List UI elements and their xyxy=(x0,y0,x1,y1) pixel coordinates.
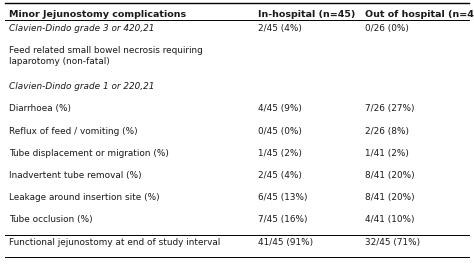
Text: Inadvertent tube removal (%): Inadvertent tube removal (%) xyxy=(9,171,142,180)
Text: 6/45 (13%): 6/45 (13%) xyxy=(258,193,308,202)
Text: 8/41 (20%): 8/41 (20%) xyxy=(365,193,414,202)
Text: 1/45 (2%): 1/45 (2%) xyxy=(258,149,302,158)
Text: 7/26 (27%): 7/26 (27%) xyxy=(365,104,414,113)
Text: 0/26 (0%): 0/26 (0%) xyxy=(365,23,409,33)
Text: Clavien-Dindo grade 1 or 220,21: Clavien-Dindo grade 1 or 220,21 xyxy=(9,82,155,91)
Text: Feed related small bowel necrosis requiring
laparotomy (non-fatal): Feed related small bowel necrosis requir… xyxy=(9,46,203,66)
Text: 1/41 (2%): 1/41 (2%) xyxy=(365,149,409,158)
Text: 8/41 (20%): 8/41 (20%) xyxy=(365,171,414,180)
Text: Out of hospital (n=41): Out of hospital (n=41) xyxy=(365,9,474,18)
Text: Tube occlusion (%): Tube occlusion (%) xyxy=(9,215,93,224)
Text: 2/26 (8%): 2/26 (8%) xyxy=(365,127,409,136)
Text: 4/41 (10%): 4/41 (10%) xyxy=(365,215,414,224)
Text: 4/45 (9%): 4/45 (9%) xyxy=(258,104,302,113)
Text: 7/45 (16%): 7/45 (16%) xyxy=(258,215,308,224)
Text: 2/45 (4%): 2/45 (4%) xyxy=(258,23,302,33)
Text: Tube displacement or migration (%): Tube displacement or migration (%) xyxy=(9,149,169,158)
Text: 0/45 (0%): 0/45 (0%) xyxy=(258,127,302,136)
Text: 41/45 (91%): 41/45 (91%) xyxy=(258,238,313,246)
Text: Leakage around insertion site (%): Leakage around insertion site (%) xyxy=(9,193,160,202)
Text: In-hospital (n=45): In-hospital (n=45) xyxy=(258,9,356,18)
Text: Clavien-Dindo grade 3 or 420,21: Clavien-Dindo grade 3 or 420,21 xyxy=(9,23,155,33)
Text: 2/45 (4%): 2/45 (4%) xyxy=(258,171,302,180)
Text: Diarrhoea (%): Diarrhoea (%) xyxy=(9,104,72,113)
Text: Reflux of feed / vomiting (%): Reflux of feed / vomiting (%) xyxy=(9,127,138,136)
Text: Functional jejunostomy at end of study interval: Functional jejunostomy at end of study i… xyxy=(9,238,220,246)
Text: 32/45 (71%): 32/45 (71%) xyxy=(365,238,420,246)
Text: Minor Jejunostomy complications: Minor Jejunostomy complications xyxy=(9,9,186,18)
